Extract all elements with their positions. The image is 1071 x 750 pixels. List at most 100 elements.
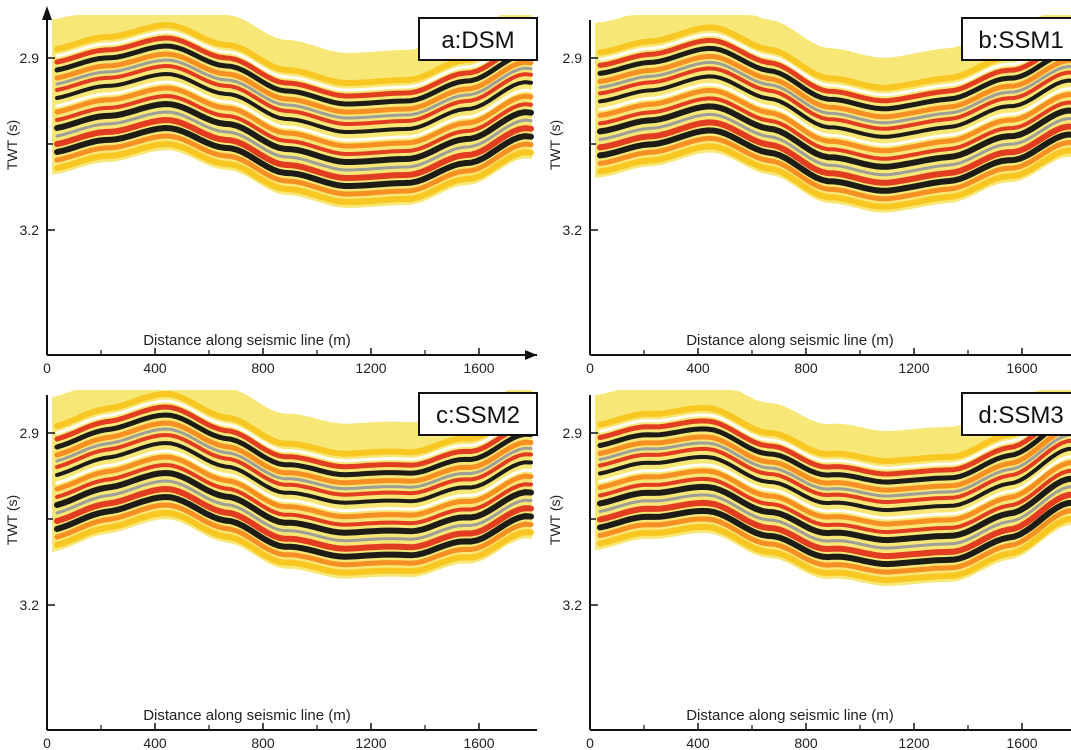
x-tick-label: 1600	[1006, 360, 1037, 376]
seismic-horizon	[598, 32, 1071, 97]
seismic-horizon	[597, 460, 1071, 527]
x-axis-caption: Distance along seismic line (m)	[143, 707, 351, 724]
seismic-horizon	[55, 93, 533, 156]
seismic-horizon	[55, 110, 533, 172]
seismic-horizon	[55, 30, 533, 92]
seismic-horizon	[597, 396, 1071, 465]
x-tick-label: 1600	[463, 735, 494, 750]
seismic-horizon	[55, 58, 533, 120]
seismic-horizon	[54, 420, 534, 486]
seismic-horizon	[54, 133, 534, 197]
seismic-horizon	[55, 479, 533, 543]
panel-label: d:SSM3	[978, 402, 1063, 429]
x-tick-label: 1600	[1006, 735, 1037, 750]
y-tick-label: 2.9	[563, 50, 583, 66]
seismic-horizon	[597, 515, 1071, 584]
x-axis-caption: Distance along seismic line (m)	[686, 707, 894, 724]
y-axis-label: TWT (s)	[4, 120, 20, 170]
x-tick-label: 400	[686, 360, 710, 376]
seismic-horizon	[54, 412, 534, 478]
seismic-horizon	[598, 446, 1071, 513]
y-tick-label: 2.9	[563, 425, 583, 441]
seismic-horizon	[54, 390, 534, 457]
seismic-horizon	[598, 485, 1071, 550]
seismic-horizon	[598, 82, 1071, 147]
seismic-horizon	[54, 493, 534, 560]
x-tick-label: 1200	[898, 360, 929, 376]
x-tick-label: 0	[43, 360, 51, 376]
panel-a: 2.9 3.2 TWT (s) 0 400 800 1200 1600 Distance alo…	[4, 6, 538, 376]
seismic-horizon	[54, 485, 534, 552]
seismic-horizon	[597, 418, 1071, 485]
seismic-horizon	[597, 45, 1071, 112]
seismic-horizon	[55, 63, 533, 126]
seismic-horizon	[597, 135, 1071, 202]
seismic-horizon	[54, 469, 534, 536]
seismic-horizon	[54, 502, 534, 568]
seismic-horizon	[598, 60, 1071, 125]
seismic-horizon	[598, 112, 1071, 177]
seismic-horizon	[597, 475, 1071, 544]
seismic-horizon	[55, 449, 533, 513]
x-tick-label: 400	[686, 735, 710, 750]
seismic-horizon	[597, 426, 1071, 493]
seismic-horizon	[55, 432, 533, 497]
panel-label-box	[418, 17, 538, 61]
seismic-horizon	[597, 508, 1071, 575]
seismic-horizon	[54, 404, 534, 470]
seismic-horizon	[55, 462, 533, 527]
seismic-horizon	[54, 116, 534, 181]
seismic-horizon	[597, 127, 1071, 194]
seismic-horizon	[54, 509, 534, 576]
x-tick-label: 1200	[898, 735, 929, 750]
seismic-horizon	[597, 87, 1071, 154]
seismic-horizon	[598, 468, 1071, 535]
y-tick-label: 3.2	[563, 597, 583, 613]
x-tick-label: 800	[251, 735, 275, 750]
y-axis-label: TWT (s)	[547, 120, 563, 170]
x-tick-label: 0	[586, 735, 594, 750]
y-tick-label: 3.2	[563, 222, 583, 238]
seismic-horizon	[54, 85, 534, 149]
seismic-horizon	[55, 440, 533, 505]
seismic-horizon	[597, 53, 1071, 120]
x-tick-label: 800	[794, 735, 818, 750]
panel-b: 2.9 3.2 TWT (s) 0 400 800 1200 1600 Distance alo…	[547, 15, 1071, 376]
x-tick-label: 1200	[355, 360, 386, 376]
panel-label-box	[418, 392, 538, 436]
y-tick-label: 3.2	[20, 222, 40, 238]
seismic-horizon	[55, 71, 533, 134]
seismic-horizon	[597, 103, 1071, 170]
x-tick-label: 0	[586, 360, 594, 376]
seismic-horizon	[598, 405, 1071, 470]
y-axis-label: TWT (s)	[547, 495, 563, 545]
seismic-horizon	[598, 74, 1071, 139]
seismic-horizon	[55, 427, 533, 491]
seismic-horizon	[54, 124, 534, 189]
x-tick-label: 800	[794, 360, 818, 376]
x-tick-label: 1200	[355, 735, 386, 750]
seismic-horizon	[598, 455, 1071, 520]
seismic-horizon	[54, 21, 534, 86]
seismic-horizon	[597, 499, 1071, 568]
seismic-horizon	[54, 43, 534, 107]
seismic-horizon	[597, 143, 1071, 210]
panel-label: a:DSM	[441, 27, 514, 54]
y-tick-label: 2.9	[20, 425, 40, 441]
seismic-horizon	[54, 454, 534, 520]
seismic-horizon	[597, 410, 1071, 477]
y-tick-label: 2.9	[20, 50, 40, 66]
x-tick-label: 0	[43, 735, 51, 750]
seismic-horizon	[597, 37, 1071, 104]
panel-label-box	[961, 17, 1071, 61]
seismic-horizon	[54, 100, 534, 165]
y-axis-label: TWT (s)	[4, 495, 20, 545]
panel-label-box	[961, 392, 1071, 436]
seismic-horizon	[54, 35, 534, 99]
seismic-horizon	[54, 140, 534, 205]
y-tick-label: 3.2	[20, 597, 40, 613]
panel-d: 2.9 3.2 TWT (s) 0 400 800 1200 1600 Distance alo…	[547, 390, 1071, 750]
seismic-horizon	[55, 399, 533, 463]
x-tick-label: 400	[143, 360, 167, 376]
